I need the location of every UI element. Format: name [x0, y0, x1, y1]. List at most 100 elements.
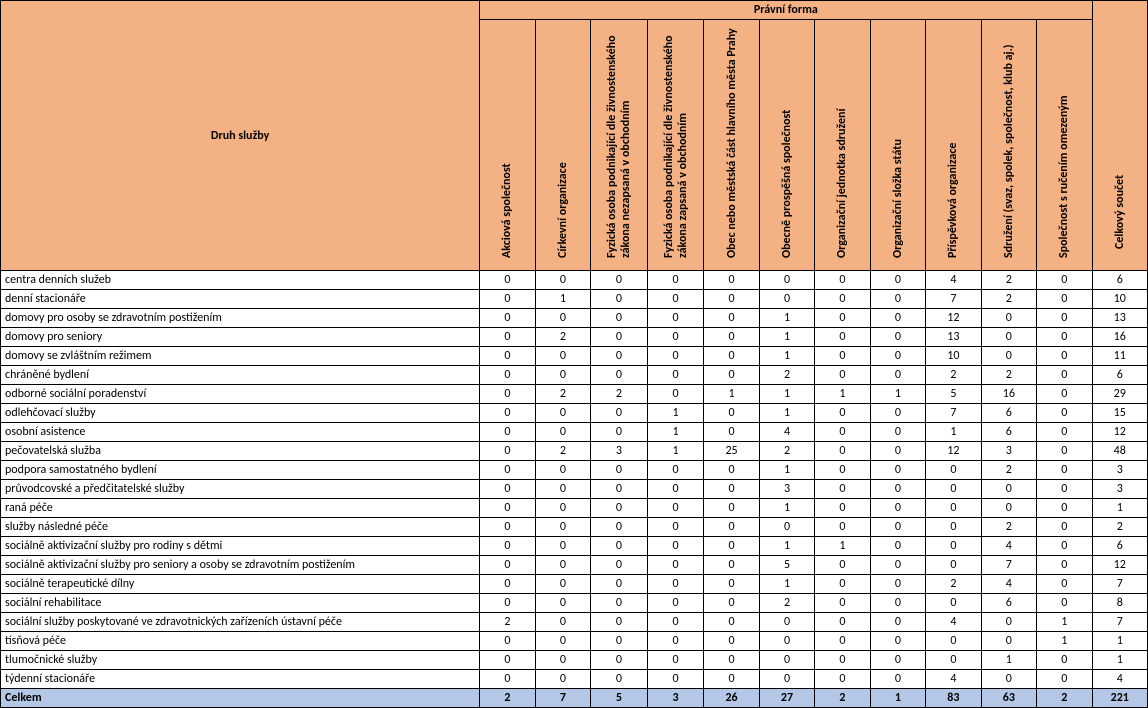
- cell-value: 0: [704, 423, 759, 442]
- cell-value: 0: [647, 461, 704, 480]
- column-header: Obecně prospěšná společnost: [759, 20, 814, 271]
- cell-value: 0: [591, 518, 648, 537]
- cell-value: 0: [591, 461, 648, 480]
- cell-value: 2: [480, 613, 535, 632]
- cell-value: 0: [704, 651, 759, 670]
- cell-value: 0: [480, 271, 535, 290]
- cell-value: 0: [704, 632, 759, 651]
- cell-value: 2: [535, 385, 590, 404]
- cell-value: 0: [535, 670, 590, 689]
- cell-value: 0: [480, 423, 535, 442]
- cell-value: 0: [926, 480, 981, 499]
- cell-value: 0: [926, 556, 981, 575]
- cell-value: 0: [815, 461, 870, 480]
- cell-value: 2: [981, 271, 1036, 290]
- row-label: pečovatelská služba: [1, 442, 480, 461]
- column-header: Církevní organizace: [535, 20, 590, 271]
- cell-value: 0: [647, 290, 704, 309]
- cell-value: 0: [870, 328, 925, 347]
- cell-value: 0: [480, 309, 535, 328]
- row-total: 3: [1092, 461, 1148, 480]
- column-header: Sdružení (svaz, spolek, společnost, klub…: [981, 20, 1036, 271]
- cell-value: 0: [647, 309, 704, 328]
- cell-value: 0: [535, 613, 590, 632]
- cell-value: 12: [926, 309, 981, 328]
- table-row: průvodcovské a předčitatelské služby0000…: [1, 480, 1148, 499]
- cell-value: 1: [759, 309, 814, 328]
- table-row: raná péče000001000001: [1, 499, 1148, 518]
- row-label: sociální rehabilitace: [1, 594, 480, 613]
- cell-value: 0: [535, 518, 590, 537]
- cell-value: 0: [647, 537, 704, 556]
- column-header: Příspěvková organizace: [926, 20, 981, 271]
- cell-value: 0: [870, 461, 925, 480]
- header-total: Celkový součet: [1092, 1, 1148, 271]
- table-row: sociálně terapeutické dílny000001002407: [1, 575, 1148, 594]
- column-header: Fyzická osoba podnikající dle živnostens…: [647, 20, 704, 271]
- table-row: pečovatelská služba023125200123048: [1, 442, 1148, 461]
- cell-value: 0: [591, 480, 648, 499]
- cell-value: 1: [759, 461, 814, 480]
- cell-value: 0: [815, 290, 870, 309]
- cell-value: 0: [870, 651, 925, 670]
- cell-value: 0: [647, 518, 704, 537]
- row-label: domovy pro seniory: [1, 328, 480, 347]
- cell-value: 3: [759, 480, 814, 499]
- cell-value: 0: [647, 651, 704, 670]
- cell-value: 0: [870, 556, 925, 575]
- cell-value: 0: [591, 556, 648, 575]
- row-label: osobní asistence: [1, 423, 480, 442]
- cell-value: 0: [535, 480, 590, 499]
- cell-value: 0: [981, 670, 1036, 689]
- row-total: 10: [1092, 290, 1148, 309]
- cell-value: 25: [704, 442, 759, 461]
- cell-value: 0: [870, 670, 925, 689]
- cell-value: 0: [981, 632, 1036, 651]
- cell-value: 0: [535, 271, 590, 290]
- cell-value: 1: [759, 385, 814, 404]
- row-total: 8: [1092, 594, 1148, 613]
- cell-value: 0: [480, 442, 535, 461]
- cell-value: 0: [926, 651, 981, 670]
- cell-value: 0: [591, 613, 648, 632]
- table-row: domovy pro seniory02000100130016: [1, 328, 1148, 347]
- cell-value: 2: [981, 366, 1036, 385]
- cell-value: 0: [1037, 651, 1092, 670]
- row-label: tísňová péče: [1, 632, 480, 651]
- table-row: týdenní stacionáře000000004004: [1, 670, 1148, 689]
- column-header: Obec nebo městská část hlavního města Pr…: [704, 20, 759, 271]
- cell-value: 13: [926, 328, 981, 347]
- cell-value: 0: [870, 271, 925, 290]
- cell-value: 0: [480, 594, 535, 613]
- cell-value: 0: [1037, 499, 1092, 518]
- row-total: 13: [1092, 309, 1148, 328]
- cell-value: 0: [981, 480, 1036, 499]
- row-total: 7: [1092, 575, 1148, 594]
- cell-value: 2: [759, 442, 814, 461]
- total-cell: 27: [759, 689, 814, 708]
- cell-value: 2: [926, 366, 981, 385]
- cell-value: 0: [870, 366, 925, 385]
- row-label: tlumočnické služby: [1, 651, 480, 670]
- cell-value: 0: [704, 366, 759, 385]
- cell-value: 0: [1037, 480, 1092, 499]
- cell-value: 0: [591, 347, 648, 366]
- row-total: 3: [1092, 480, 1148, 499]
- cell-value: 0: [647, 632, 704, 651]
- cell-value: 7: [926, 404, 981, 423]
- row-total: 4: [1092, 670, 1148, 689]
- cell-value: 2: [535, 442, 590, 461]
- table-row: odborné sociální poradenství022011115160…: [1, 385, 1148, 404]
- cell-value: 0: [870, 613, 925, 632]
- total-cell: 3: [647, 689, 704, 708]
- row-label: služby následné péče: [1, 518, 480, 537]
- cell-value: 5: [926, 385, 981, 404]
- grand-total: 221: [1092, 689, 1148, 708]
- cell-value: 0: [759, 670, 814, 689]
- cell-value: 0: [704, 309, 759, 328]
- cell-value: 0: [815, 442, 870, 461]
- cell-value: 0: [704, 556, 759, 575]
- cell-value: 0: [759, 271, 814, 290]
- cell-value: 0: [535, 594, 590, 613]
- cell-value: 2: [759, 366, 814, 385]
